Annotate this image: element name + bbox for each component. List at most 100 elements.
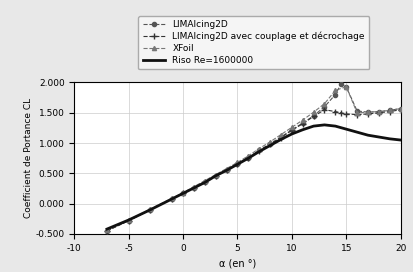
Riso Re=1600000 — [355, 131, 360, 134]
XFoil — [355, 111, 360, 115]
Line: Riso Re=1600000: Riso Re=1600000 — [107, 125, 401, 229]
LIMAlcing2D — [311, 114, 316, 118]
LIMAlcing2D — [338, 83, 343, 86]
XFoil — [148, 208, 153, 211]
LIMAlcing2D avec couplage et décrochage — [148, 208, 153, 211]
LIMAlcing2D avec couplage et décrochage — [398, 108, 403, 112]
Riso Re=1600000 — [148, 208, 153, 211]
Riso Re=1600000 — [311, 125, 316, 128]
LIMAlcing2D — [300, 121, 305, 125]
XFoil — [300, 118, 305, 122]
Riso Re=1600000 — [202, 181, 207, 184]
LIMAlcing2D — [180, 192, 185, 195]
Riso Re=1600000 — [170, 197, 175, 200]
Line: LIMAlcing2D: LIMAlcing2D — [105, 82, 403, 233]
LIMAlcing2D — [192, 186, 197, 190]
XFoil — [398, 107, 403, 110]
XFoil — [104, 229, 109, 232]
XFoil — [278, 133, 283, 136]
XFoil — [290, 126, 294, 129]
LIMAlcing2D — [366, 110, 370, 114]
Riso Re=1600000 — [126, 218, 131, 222]
XFoil — [224, 167, 229, 170]
XFoil — [366, 110, 370, 114]
LIMAlcing2D avec couplage et décrochage — [376, 111, 381, 115]
LIMAlcing2D avec couplage et décrochage — [344, 112, 349, 116]
Riso Re=1600000 — [180, 192, 185, 195]
Riso Re=1600000 — [366, 134, 370, 137]
LIMAlcing2D avec couplage et décrochage — [322, 108, 327, 112]
LIMAlcing2D — [387, 109, 392, 112]
Line: LIMAlcing2D avec couplage et décrochage: LIMAlcing2D avec couplage et décrochage — [104, 106, 404, 234]
Riso Re=1600000 — [235, 163, 240, 166]
LIMAlcing2D avec couplage et décrochage — [333, 110, 338, 113]
Riso Re=1600000 — [268, 144, 273, 147]
LIMAlcing2D — [202, 180, 207, 183]
LIMAlcing2D — [257, 149, 262, 152]
XFoil — [180, 191, 185, 194]
LIMAlcing2D — [268, 142, 273, 145]
XFoil — [170, 197, 175, 200]
Y-axis label: Coefficient de Portance CL: Coefficient de Portance CL — [24, 98, 33, 218]
Legend: LIMAlcing2D, LIMAlcing2D avec couplage et décrochage, XFoil, Riso Re=1600000: LIMAlcing2D, LIMAlcing2D avec couplage e… — [138, 16, 370, 69]
XFoil — [257, 147, 262, 150]
XFoil — [213, 173, 218, 176]
XFoil — [333, 89, 338, 92]
LIMAlcing2D — [398, 107, 403, 110]
XFoil — [126, 218, 131, 222]
LIMAlcing2D avec couplage et décrochage — [355, 113, 360, 116]
LIMAlcing2D avec couplage et décrochage — [290, 129, 294, 132]
LIMAlcing2D — [213, 174, 218, 177]
LIMAlcing2D — [290, 128, 294, 131]
LIMAlcing2D — [344, 85, 349, 88]
LIMAlcing2D — [126, 219, 131, 222]
XFoil — [322, 102, 327, 105]
Riso Re=1600000 — [104, 227, 109, 231]
Riso Re=1600000 — [333, 125, 338, 128]
LIMAlcing2D avec couplage et décrochage — [257, 149, 262, 153]
LIMAlcing2D avec couplage et décrochage — [213, 174, 218, 177]
LIMAlcing2D avec couplage et décrochage — [180, 192, 185, 195]
LIMAlcing2D avec couplage et décrochage — [104, 229, 109, 233]
LIMAlcing2D — [355, 109, 360, 113]
XFoil — [387, 109, 392, 112]
XFoil — [202, 179, 207, 182]
LIMAlcing2D avec couplage et décrochage — [300, 122, 305, 125]
LIMAlcing2D avec couplage et décrochage — [202, 180, 207, 183]
Riso Re=1600000 — [376, 135, 381, 139]
Riso Re=1600000 — [224, 169, 229, 172]
XFoil — [376, 110, 381, 113]
LIMAlcing2D — [148, 208, 153, 211]
Riso Re=1600000 — [387, 137, 392, 140]
LIMAlcing2D avec couplage et décrochage — [387, 110, 392, 113]
Riso Re=1600000 — [322, 123, 327, 126]
XFoil — [268, 140, 273, 144]
LIMAlcing2D avec couplage et décrochage — [268, 143, 273, 146]
LIMAlcing2D avec couplage et décrochage — [278, 136, 283, 139]
XFoil — [246, 154, 251, 157]
LIMAlcing2D — [104, 229, 109, 233]
LIMAlcing2D avec couplage et décrochage — [235, 162, 240, 165]
LIMAlcing2D — [224, 168, 229, 171]
XFoil — [311, 110, 316, 114]
Riso Re=1600000 — [213, 174, 218, 177]
Riso Re=1600000 — [398, 138, 403, 142]
LIMAlcing2D — [278, 135, 283, 139]
Riso Re=1600000 — [278, 138, 283, 141]
LIMAlcing2D avec couplage et décrochage — [246, 156, 251, 159]
LIMAlcing2D — [170, 197, 175, 200]
LIMAlcing2D — [376, 110, 381, 113]
LIMAlcing2D avec couplage et décrochage — [338, 111, 343, 115]
LIMAlcing2D avec couplage et décrochage — [311, 115, 316, 118]
Riso Re=1600000 — [344, 128, 349, 131]
LIMAlcing2D — [246, 156, 251, 159]
LIMAlcing2D avec couplage et décrochage — [366, 112, 370, 116]
LIMAlcing2D — [333, 93, 338, 96]
Line: XFoil: XFoil — [105, 85, 403, 232]
LIMAlcing2D avec couplage et décrochage — [192, 186, 197, 190]
Riso Re=1600000 — [300, 128, 305, 131]
LIMAlcing2D — [235, 162, 240, 165]
LIMAlcing2D avec couplage et décrochage — [224, 168, 229, 171]
XFoil — [344, 85, 349, 88]
X-axis label: α (en °): α (en °) — [219, 258, 256, 268]
